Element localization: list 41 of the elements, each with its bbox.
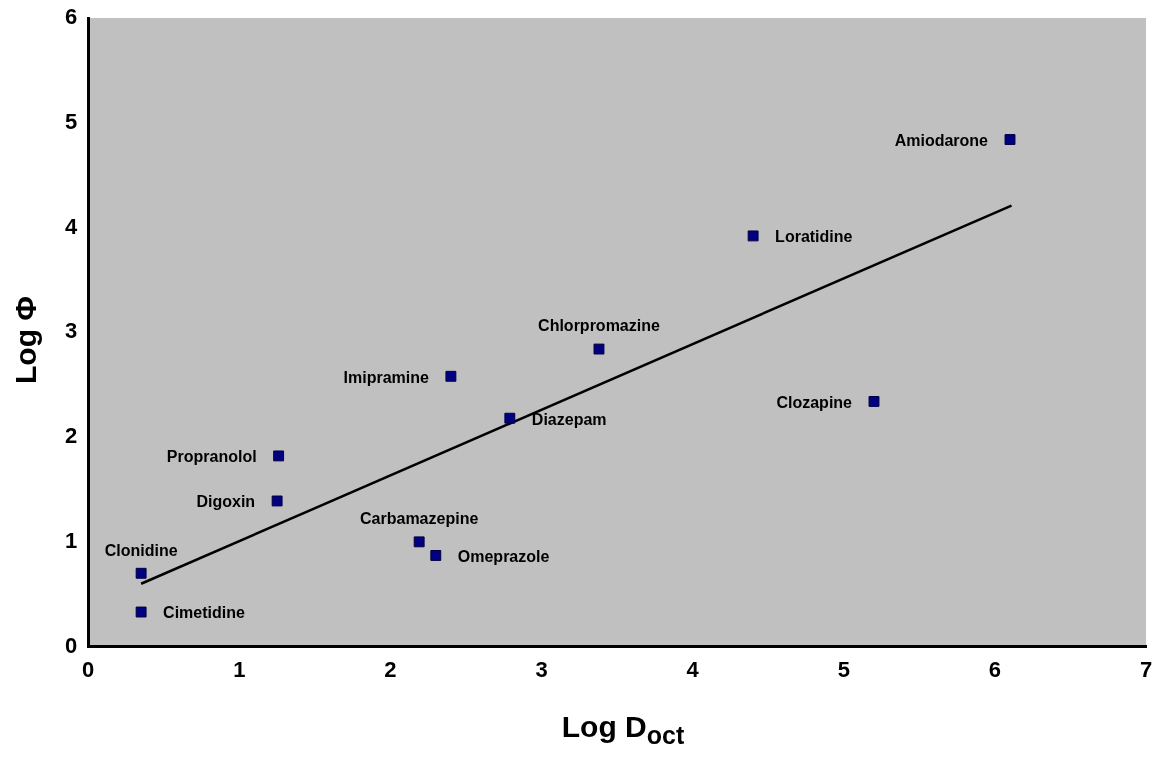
- x-tick-label: 5: [837, 656, 850, 682]
- point: [593, 343, 605, 355]
- x-tick-label: 2: [384, 656, 397, 682]
- point: [413, 536, 425, 548]
- annotation: Propranolol: [166, 448, 257, 466]
- point: [445, 370, 457, 382]
- x-tick-label: 4: [686, 656, 700, 682]
- annotation: Loratidine: [775, 228, 853, 246]
- y-axis-title: Log Φ: [9, 296, 43, 384]
- annotation: Diazepam: [531, 410, 607, 428]
- y-tick-label: 4: [64, 213, 78, 239]
- y-tick-label: 5: [64, 108, 78, 134]
- annotation: Omeprazole: [457, 547, 550, 565]
- annotation: Cimetidine: [163, 604, 246, 622]
- x-tick-label: 6: [988, 656, 1002, 682]
- x-tick-label: 3: [535, 656, 548, 682]
- annotation: Digoxin: [196, 493, 256, 511]
- x-tick-label: 0: [82, 656, 95, 682]
- y-tick-label: 1: [64, 527, 78, 553]
- annotation: Imipramine: [343, 368, 429, 386]
- x-tick-label: 1: [233, 656, 246, 682]
- x-axis-title: Log D$_{oct}$: [560, 710, 686, 750]
- y-tick-label: 2: [64, 423, 78, 449]
- point: [135, 567, 147, 579]
- point: [868, 396, 880, 407]
- y-tick-label: 6: [64, 4, 78, 30]
- annotation: Carbamazepine: [360, 510, 479, 528]
- point: [504, 412, 516, 424]
- annotation: Clonidine: [104, 541, 178, 559]
- point: [747, 230, 759, 242]
- y-tick-label: 0: [64, 632, 78, 658]
- point: [430, 550, 442, 561]
- x-tick-label: 7: [1139, 656, 1153, 682]
- annotation: Chlorpromazine: [538, 317, 660, 335]
- annotation: Amiodarone: [894, 131, 989, 149]
- point: [1004, 134, 1016, 145]
- point: [271, 495, 283, 507]
- point: [135, 606, 147, 618]
- annotation: Clozapine: [776, 393, 853, 411]
- point: [273, 450, 285, 462]
- y-tick-label: 3: [64, 318, 78, 344]
